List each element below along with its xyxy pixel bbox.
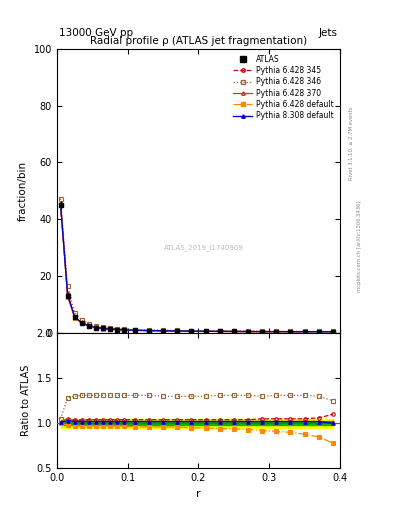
Text: 13000 GeV pp: 13000 GeV pp	[59, 28, 133, 38]
Text: Jets: Jets	[319, 28, 338, 38]
Legend: ATLAS, Pythia 6.428 345, Pythia 6.428 346, Pythia 6.428 370, Pythia 6.428 defaul: ATLAS, Pythia 6.428 345, Pythia 6.428 34…	[231, 52, 336, 122]
Y-axis label: fraction/bin: fraction/bin	[18, 161, 28, 221]
Title: Radial profile ρ (ATLAS jet fragmentation): Radial profile ρ (ATLAS jet fragmentatio…	[90, 36, 307, 47]
Text: mcplots.cern.ch [arXiv:1306.3436]: mcplots.cern.ch [arXiv:1306.3436]	[357, 200, 362, 291]
Y-axis label: Ratio to ATLAS: Ratio to ATLAS	[21, 365, 31, 436]
X-axis label: r: r	[196, 489, 201, 499]
Text: ATLAS_2019_I1740909: ATLAS_2019_I1740909	[164, 244, 244, 251]
Text: Rivet 3.1.10, ≥ 2.7M events: Rivet 3.1.10, ≥ 2.7M events	[349, 106, 354, 180]
